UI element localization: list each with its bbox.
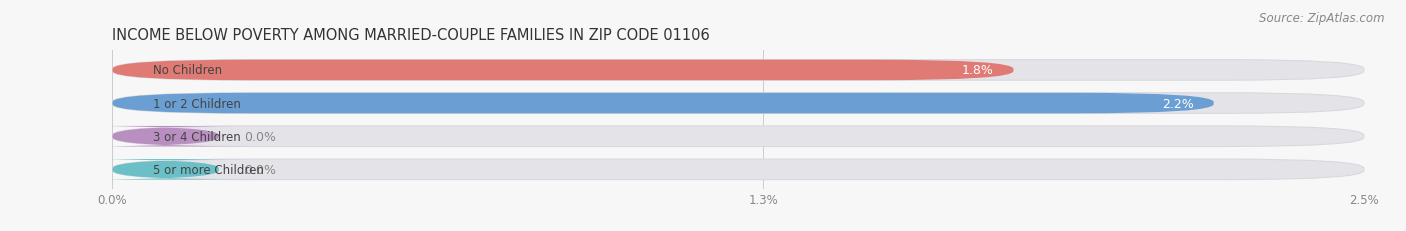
FancyBboxPatch shape	[112, 60, 1364, 81]
Text: 1 or 2 Children: 1 or 2 Children	[152, 97, 240, 110]
FancyBboxPatch shape	[112, 159, 1364, 180]
Text: 5 or more Children: 5 or more Children	[152, 163, 263, 176]
FancyBboxPatch shape	[112, 93, 1213, 114]
Text: Source: ZipAtlas.com: Source: ZipAtlas.com	[1260, 12, 1385, 24]
Text: 0.0%: 0.0%	[243, 130, 276, 143]
FancyBboxPatch shape	[112, 93, 1364, 114]
Text: 0.0%: 0.0%	[243, 163, 276, 176]
FancyBboxPatch shape	[79, 159, 252, 180]
Text: No Children: No Children	[152, 64, 222, 77]
Text: 1.8%: 1.8%	[962, 64, 994, 77]
Text: 3 or 4 Children: 3 or 4 Children	[152, 130, 240, 143]
Text: 2.2%: 2.2%	[1161, 97, 1194, 110]
FancyBboxPatch shape	[79, 126, 252, 147]
FancyBboxPatch shape	[112, 60, 1014, 81]
FancyBboxPatch shape	[112, 126, 1364, 147]
Text: INCOME BELOW POVERTY AMONG MARRIED-COUPLE FAMILIES IN ZIP CODE 01106: INCOME BELOW POVERTY AMONG MARRIED-COUPL…	[112, 28, 710, 43]
